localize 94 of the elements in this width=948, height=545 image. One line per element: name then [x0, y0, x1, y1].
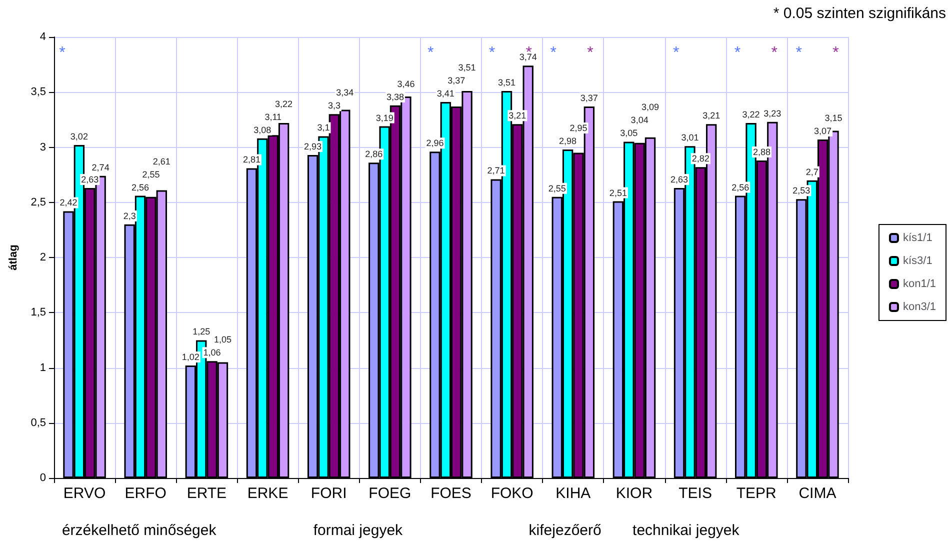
annotation: * [427, 44, 434, 62]
data-label: 3,51 [458, 62, 476, 73]
data-label: 2,56 [132, 182, 150, 192]
data-label: 2,55 [548, 183, 566, 194]
data-label: 2,53 [792, 186, 810, 196]
data-label: 3,1 [317, 122, 330, 133]
data-label: 3,15 [824, 113, 842, 124]
text: érzékelhető minőségek [62, 522, 217, 539]
x-tick-label: FOES [430, 485, 472, 502]
data-label: 3,74 [519, 52, 537, 62]
data-label: 3,41 [436, 88, 454, 99]
data-label: 3,09 [642, 102, 660, 112]
data-label: 3,04 [630, 115, 648, 126]
data-label: 2,86 [365, 149, 383, 160]
y-tick-label: 0 [40, 472, 46, 484]
data-label: 3,22 [742, 109, 760, 120]
data-label: 3,01 [681, 132, 699, 143]
data-label: 2,82 [692, 154, 710, 164]
x-tick-label: ERTE [186, 485, 227, 502]
x-tick-label: CIMA [798, 485, 836, 502]
x-tick-label: FOEG [368, 485, 412, 502]
y-tick-label: 1 [40, 362, 46, 374]
data-label: 3,05 [620, 128, 638, 138]
data-label: 3,38 [386, 92, 404, 102]
data-label: 2,55 [142, 169, 160, 180]
data-label: 3,21 [702, 110, 720, 121]
x-tick-label: KIOR [616, 485, 653, 502]
y-tick-label: 2 [40, 252, 46, 264]
data-label: 2,98 [559, 136, 577, 146]
legend-label: kon1/1 [902, 278, 936, 290]
data-label: 2,93 [304, 141, 322, 152]
annotation: * [796, 44, 802, 62]
data-label: 2,51 [609, 188, 627, 198]
data-label: 3,22 [275, 98, 293, 109]
y-tick-label: 3,5 [30, 86, 46, 98]
annotation: * [771, 44, 778, 62]
data-label: 1,06 [203, 348, 221, 358]
data-label: 2,63 [670, 174, 688, 185]
legend-label: kon3/1 [902, 301, 936, 313]
data-label: 3,07 [814, 126, 832, 136]
data-label: 2,88 [752, 146, 770, 157]
data-label: 3,51 [498, 78, 516, 88]
data-label: 3,19 [376, 112, 394, 123]
annotation: * [59, 44, 66, 62]
x-tick-label: ERKE [247, 485, 288, 502]
y-tick-label: 2,5 [30, 196, 46, 208]
data-label: 2,74 [92, 162, 110, 172]
data-label: 2,95 [570, 122, 588, 133]
data-label: 1,02 [182, 352, 200, 362]
y-tick-label: 0,5 [30, 416, 46, 429]
data-label: 3,37 [448, 76, 466, 86]
y-tick-label: 1,5 [30, 306, 46, 319]
text: formai jegyek [313, 522, 404, 539]
x-tick-label: FOKO [490, 485, 534, 502]
legend-label: kís3/1 [902, 255, 932, 267]
data-label: 1,25 [192, 326, 210, 337]
annotation: * [587, 44, 594, 62]
data-label: 3,11 [264, 112, 282, 122]
annotation: * [550, 44, 556, 62]
data-label: 3,08 [254, 124, 272, 135]
annotation: * [673, 44, 680, 62]
data-label: 2,7 [806, 166, 818, 177]
text: kifejezőerő [528, 522, 602, 539]
data-label: 2,56 [732, 182, 750, 192]
data-label: 2,71 [487, 166, 505, 176]
annotation: * [734, 44, 741, 62]
text: * 0.05 szinten szignifikáns [773, 5, 946, 22]
data-label: 3,02 [70, 132, 88, 142]
x-tick-label: KIHA [556, 485, 591, 502]
y-tick-label: 3 [40, 141, 46, 154]
y-tick-label: 4 [40, 31, 46, 43]
legend-label: kís1/1 [902, 232, 932, 244]
data-label: 3,21 [508, 110, 526, 121]
data-label: 1,05 [214, 334, 232, 345]
data-label: 3,23 [764, 108, 782, 118]
data-label: 3,37 [580, 92, 598, 103]
x-tick-label: ERFO [124, 485, 166, 502]
text: technikai jegyek [632, 522, 740, 539]
y-axis-title: átlag [8, 244, 20, 270]
annotation: * [488, 44, 496, 62]
data-label: 2,61 [152, 156, 170, 166]
data-label: 3,46 [397, 78, 415, 89]
data-label: 2,96 [426, 138, 444, 148]
x-tick-label: ERVO [63, 485, 106, 502]
annotation: * [832, 44, 839, 62]
data-label: 2,3 [123, 210, 136, 221]
data-label: 3,3 [328, 100, 340, 111]
data-label: 2,63 [81, 174, 99, 185]
x-tick-label: TEPR [736, 485, 777, 502]
data-label: 3,34 [336, 88, 354, 98]
x-tick-label: TEIS [678, 485, 712, 502]
data-label: 2,42 [60, 198, 78, 208]
x-tick-label: FORI [310, 485, 347, 502]
data-label: 2,81 [242, 154, 260, 165]
